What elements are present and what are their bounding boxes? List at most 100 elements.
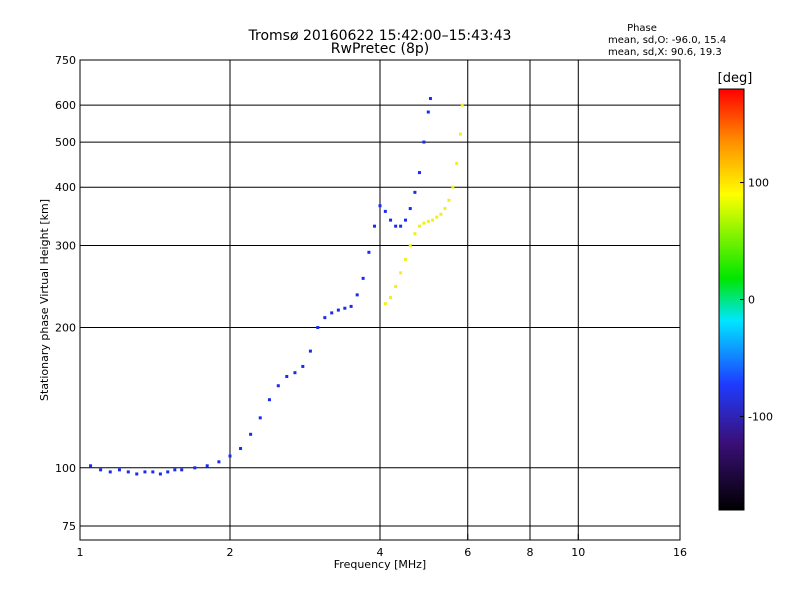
data-point: [389, 218, 393, 222]
data-point: [435, 215, 439, 219]
data-point: [173, 468, 177, 472]
y-tick-label: 500: [55, 136, 76, 149]
data-point: [193, 466, 197, 470]
data-point: [301, 364, 305, 368]
data-point: [399, 271, 403, 275]
data-point: [451, 185, 455, 189]
data-point: [378, 204, 382, 208]
data-point: [443, 207, 447, 211]
x-tick-label: 8: [527, 546, 534, 559]
x-axis-ticks: 1 2 4 6 8 10 16: [77, 534, 687, 559]
y-tick-label: 400: [55, 181, 76, 194]
data-point: [394, 284, 398, 288]
x-tick-label: 1: [77, 546, 84, 559]
data-point: [428, 97, 432, 101]
data-point: [330, 311, 334, 315]
x-axis-label: Frequency [MHz]: [334, 558, 426, 571]
data-point: [460, 103, 464, 107]
data-point: [383, 302, 387, 306]
data-point: [367, 250, 371, 254]
data-point: [431, 218, 435, 222]
data-point: [293, 371, 297, 375]
data-point: [413, 190, 417, 194]
data-point: [439, 212, 443, 216]
data-point: [403, 257, 407, 261]
x-tick-label: 4: [377, 546, 384, 559]
data-point: [422, 140, 426, 144]
stats-line-x: mean, sd,X: 90.6, 19.3: [608, 47, 722, 58]
y-tick-label: 300: [55, 239, 76, 252]
data-point: [151, 470, 155, 474]
data-point: [417, 224, 421, 228]
colorbar-tick-label: -100: [748, 410, 773, 423]
data-point: [413, 232, 417, 236]
x-tick-label: 16: [673, 546, 687, 559]
colorbar-tick-label: 100: [748, 177, 769, 190]
data-point: [426, 219, 430, 223]
data-point: [417, 171, 421, 175]
data-point: [267, 398, 271, 402]
y-tick-label: 600: [55, 99, 76, 112]
x-tick-label: 2: [227, 546, 234, 559]
data-point: [422, 221, 426, 225]
colorbar-ticks: 100 0 -100: [740, 177, 773, 423]
data-points: [89, 97, 464, 476]
chart-subtitle: RwPretec (8p): [331, 41, 429, 57]
x-tick-label: 6: [464, 546, 471, 559]
data-point: [205, 464, 209, 468]
data-point: [108, 470, 112, 474]
data-point: [276, 384, 280, 388]
x-tick-label: 10: [571, 546, 585, 559]
data-point: [389, 295, 393, 299]
data-point: [180, 468, 184, 472]
y-tick-label: 75: [62, 520, 76, 533]
data-point: [323, 316, 327, 320]
y-tick-label: 200: [55, 322, 76, 335]
plot-area: [79, 59, 681, 541]
data-point: [361, 276, 365, 280]
data-point: [239, 447, 243, 451]
data-point: [217, 460, 221, 464]
colorbar-unit: [deg]: [718, 71, 753, 86]
data-point: [394, 224, 398, 228]
data-point: [228, 454, 232, 458]
chart-title: Tromsø 20160622 15:42:00–15:43:43: [248, 28, 512, 44]
colorbar-gradient: [718, 88, 745, 511]
data-point: [373, 224, 377, 228]
data-point: [143, 470, 147, 474]
y-tick-label: 100: [55, 462, 76, 475]
data-point: [355, 293, 359, 297]
data-point: [89, 464, 93, 468]
data-point: [99, 468, 103, 472]
data-point: [308, 349, 312, 353]
stats-title: Phase: [627, 23, 657, 34]
data-point: [316, 326, 320, 330]
stats-line-o: mean, sd,O: -96.0, 15.4: [608, 35, 726, 46]
grid: [80, 60, 680, 540]
data-point: [349, 304, 353, 308]
data-point: [258, 416, 262, 420]
data-point: [455, 161, 459, 165]
data-point: [458, 132, 462, 136]
data-point: [383, 209, 387, 213]
data-point: [158, 472, 162, 476]
data-point: [447, 198, 451, 202]
data-point: [408, 243, 412, 247]
data-point: [426, 110, 430, 114]
y-tick-label: 750: [55, 54, 76, 67]
data-point: [285, 375, 289, 379]
data-point: [166, 470, 170, 474]
data-point: [126, 470, 130, 474]
data-point: [117, 468, 121, 472]
data-point: [343, 306, 347, 310]
colorbar-tick-label: 0: [748, 294, 755, 307]
y-axis-label: Stationary phase Virtual Height [km]: [38, 199, 51, 401]
data-point: [336, 308, 340, 312]
data-point: [249, 432, 253, 436]
data-point: [399, 224, 403, 228]
data-point: [403, 218, 407, 222]
y-axis-ticks: 75 100 200 300 400 500 600 750: [55, 54, 76, 533]
data-point: [408, 207, 412, 211]
data-point: [135, 472, 139, 476]
